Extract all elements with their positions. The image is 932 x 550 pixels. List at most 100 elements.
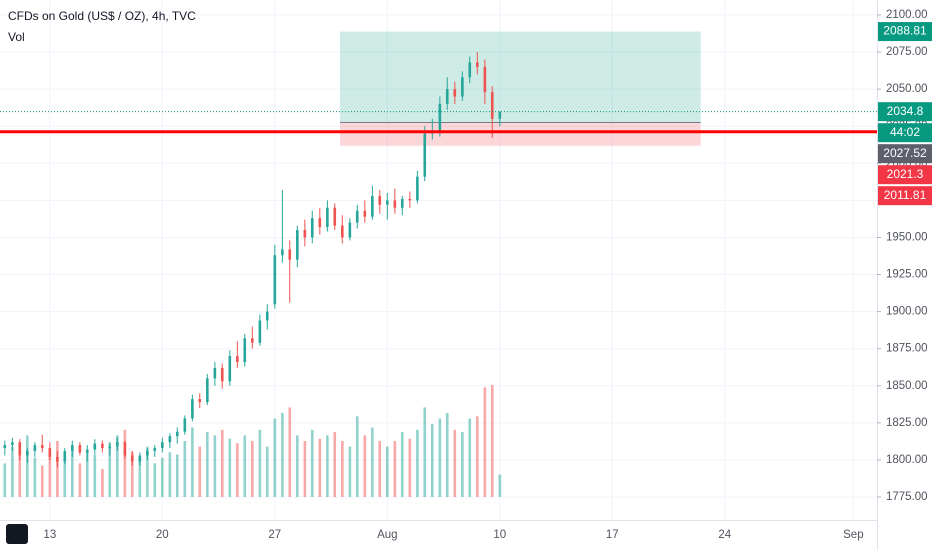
volume-bar [56, 441, 59, 497]
volume-bar [483, 387, 487, 497]
candle-body [393, 200, 397, 208]
candle-body [288, 249, 292, 260]
candle-body [355, 210, 359, 223]
candle-body [333, 207, 337, 226]
volume-bar [78, 463, 82, 497]
candle-body [123, 442, 127, 456]
volume-bar [198, 446, 202, 497]
volume-bar [130, 452, 134, 497]
candle-body [483, 66, 487, 93]
price-label: 2027.52 [883, 146, 927, 160]
candle-body [161, 442, 164, 449]
candle-body [371, 195, 374, 217]
volume-bar [310, 429, 314, 497]
candle-body [416, 176, 419, 201]
y-tick-label: 1900.00 [886, 306, 928, 318]
volume-bar [326, 435, 329, 497]
x-tick-label: 27 [268, 529, 281, 541]
candle-body [461, 77, 464, 97]
volume-bar [251, 441, 254, 497]
volume-bar [123, 429, 127, 497]
volume-bar [191, 427, 194, 497]
candle-body [101, 443, 104, 449]
y-tick-label: 2100.00 [886, 9, 928, 21]
price-label-box [878, 102, 932, 122]
candle-body [191, 399, 194, 419]
candle-body [243, 338, 247, 363]
volume-bar [468, 418, 472, 497]
volume-bar [85, 449, 89, 497]
candle-body [310, 218, 314, 238]
candle-body [108, 446, 112, 449]
volume-bar [393, 441, 397, 497]
price-label-box [878, 186, 932, 206]
volume-bar [273, 418, 277, 497]
volume-bar [11, 446, 14, 497]
y-tick-label: 1825.00 [886, 417, 928, 429]
candle-body [206, 378, 209, 403]
price-label: 2021.3 [887, 167, 924, 181]
volume-bar [228, 438, 232, 497]
candle-body [490, 92, 494, 119]
stop-zone [340, 122, 701, 146]
candle-body [476, 62, 479, 67]
volume-bar [476, 416, 479, 497]
volume-bar [288, 407, 292, 497]
volume-bar [333, 432, 337, 497]
candle-body [445, 89, 449, 104]
price-label: 2011.81 [884, 188, 927, 202]
candle-body [453, 89, 457, 97]
candle-body [153, 448, 157, 452]
y-tick-label: 2050.00 [886, 83, 928, 95]
volume-bar [116, 435, 119, 497]
y-tick-label: 1775.00 [886, 491, 928, 503]
candle-body [303, 230, 307, 238]
candle-body [318, 218, 322, 228]
volume-bar [363, 435, 367, 497]
candle-body [26, 451, 29, 456]
x-tick-label: Aug [377, 529, 397, 541]
candle-body [228, 356, 232, 382]
chart-title: CFDs on Gold (US$ / OZ), 4h, TVC [8, 9, 196, 23]
y-tick-label: 1925.00 [886, 269, 928, 281]
volume-bar [498, 474, 502, 497]
x-tick-label: Sep [843, 529, 863, 541]
volume-bar [490, 385, 494, 497]
candle-body [85, 449, 89, 453]
volume-bar [175, 454, 179, 497]
candle-body [220, 367, 224, 382]
candle-body [183, 418, 187, 432]
candle-body [348, 222, 352, 238]
candle-body [11, 442, 14, 446]
volume-bar [153, 463, 157, 497]
volume-bar [265, 446, 269, 497]
volume-bar [318, 438, 322, 497]
candle-body [48, 448, 52, 457]
volume-bar [243, 435, 247, 497]
volume-bar [296, 435, 299, 497]
candle-body [175, 431, 179, 437]
logo-mark [6, 524, 28, 544]
candle-body [326, 207, 329, 228]
volume-bar [371, 427, 374, 497]
target-zone [340, 31, 701, 123]
volume-bar [40, 465, 44, 497]
plot-layer [0, 0, 877, 520]
volume-bar [101, 469, 104, 497]
volume-bar [348, 446, 352, 497]
volume-label: Vol [8, 30, 25, 44]
x-tick-label: 24 [718, 529, 731, 541]
y-tick-label: 1875.00 [886, 343, 928, 355]
candle-body [408, 198, 412, 201]
volume-bar [281, 413, 284, 497]
volume-bar [341, 441, 344, 497]
candle-body [130, 455, 134, 462]
volume-bar [431, 424, 434, 497]
candle-body [198, 399, 202, 403]
candle-body [265, 311, 269, 321]
volume-bar [48, 452, 52, 497]
candle-body [363, 210, 367, 217]
volume-bar [220, 429, 224, 497]
price-label: 2088.81 [883, 24, 927, 38]
